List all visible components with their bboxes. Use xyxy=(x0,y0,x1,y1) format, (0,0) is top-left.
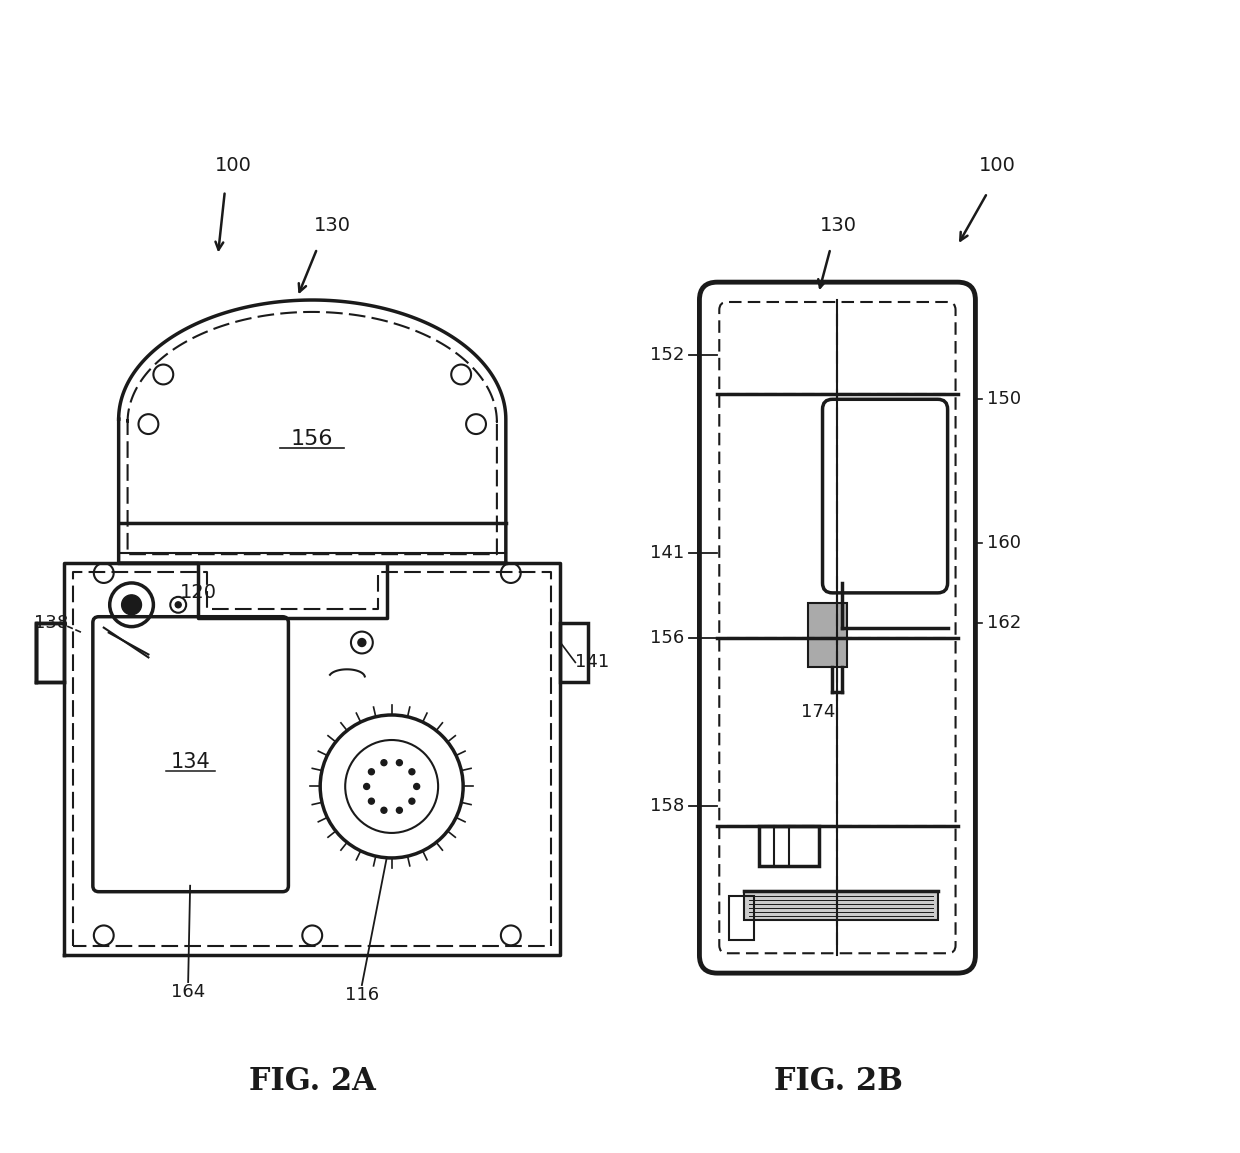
Text: 174: 174 xyxy=(801,703,836,721)
Circle shape xyxy=(175,602,181,608)
Circle shape xyxy=(414,784,419,790)
Text: 130: 130 xyxy=(314,216,351,235)
Bar xyxy=(759,827,818,866)
Bar xyxy=(36,623,64,683)
Text: 120: 120 xyxy=(180,583,217,602)
Text: FIG. 2B: FIG. 2B xyxy=(774,1065,903,1097)
Text: 100: 100 xyxy=(215,157,252,175)
Circle shape xyxy=(368,769,374,775)
Circle shape xyxy=(381,760,387,766)
Circle shape xyxy=(368,798,374,804)
Text: 141: 141 xyxy=(650,544,684,563)
Circle shape xyxy=(397,807,402,813)
Text: 116: 116 xyxy=(345,986,379,1004)
Text: FIG. 2A: FIG. 2A xyxy=(249,1065,376,1097)
Text: 138: 138 xyxy=(35,613,68,632)
Bar xyxy=(807,603,847,668)
Text: 150: 150 xyxy=(987,390,1022,408)
Circle shape xyxy=(397,760,402,766)
Text: 156: 156 xyxy=(650,628,684,647)
Circle shape xyxy=(381,807,387,813)
Text: 100: 100 xyxy=(978,157,1016,175)
Text: 164: 164 xyxy=(171,984,206,1001)
Text: 162: 162 xyxy=(987,613,1022,632)
Text: 156: 156 xyxy=(291,429,334,449)
Circle shape xyxy=(409,798,415,804)
Text: 152: 152 xyxy=(650,346,684,363)
Bar xyxy=(560,623,588,683)
Circle shape xyxy=(358,639,366,647)
Bar xyxy=(744,891,937,920)
Circle shape xyxy=(409,769,415,775)
Text: 130: 130 xyxy=(820,216,857,235)
Circle shape xyxy=(122,595,141,615)
Bar xyxy=(729,896,754,941)
Text: 158: 158 xyxy=(650,798,684,815)
Circle shape xyxy=(363,784,370,790)
Text: 160: 160 xyxy=(987,534,1022,552)
Text: 141: 141 xyxy=(575,654,610,671)
Text: 134: 134 xyxy=(170,752,210,771)
